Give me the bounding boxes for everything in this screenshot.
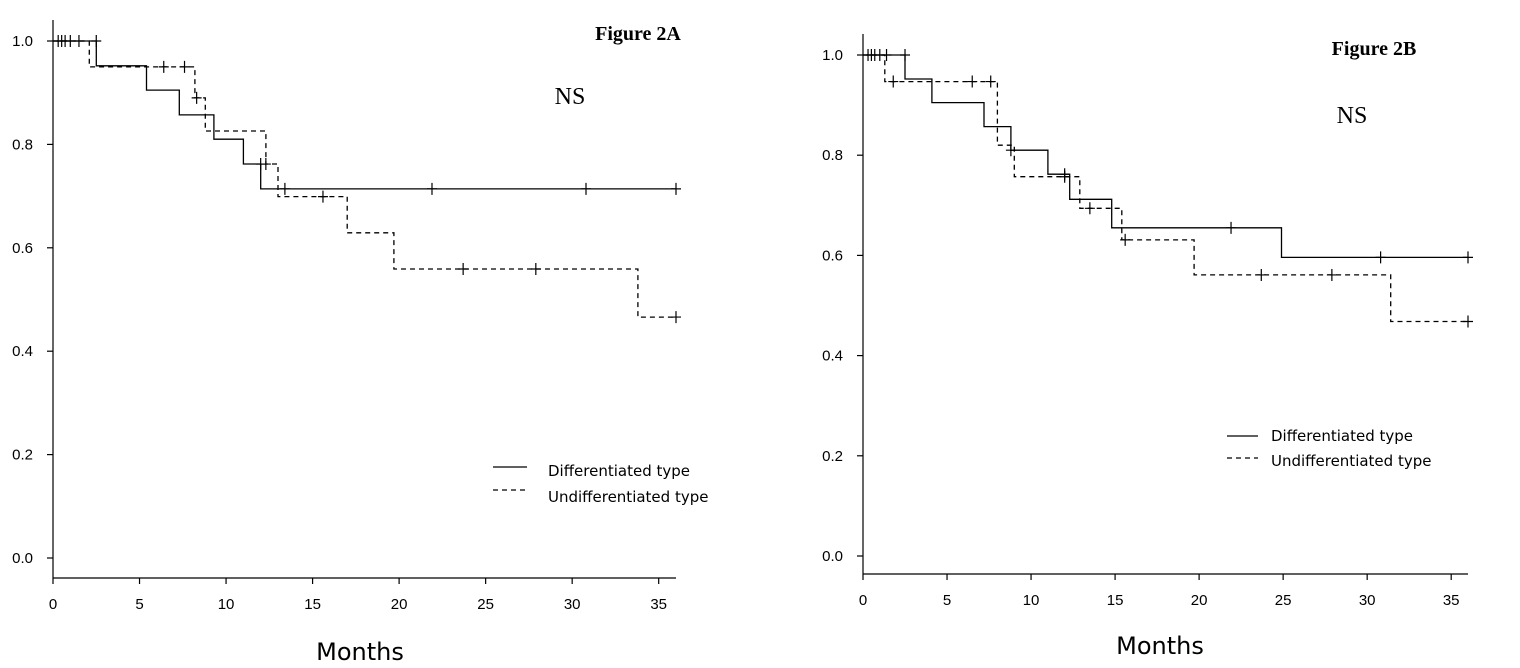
- figure-2b-x-tick-label: 5: [943, 592, 951, 609]
- figure-2b-censor-mark: [1256, 268, 1267, 281]
- figure-2b-censor-mark: [985, 75, 996, 88]
- figure-2a-legend-undifferentiated: Undifferentiated type: [548, 488, 708, 506]
- figure-2b-y-tick-label: 0.6: [822, 247, 843, 264]
- figure-2b-title: Figure 2B: [1332, 38, 1417, 60]
- figure-2a-y-tick-label: 0.2: [12, 447, 33, 464]
- figure-2a-censor-mark: [581, 182, 592, 195]
- figure-2b-legend: Differentiated type Undifferentiated typ…: [1227, 427, 1431, 470]
- figure-2b-y-tick-label: 0.4: [822, 348, 843, 365]
- figure-2b-censor-mark: [967, 75, 978, 88]
- figure-2a-censor-mark: [458, 262, 469, 275]
- figure-2b-x-tick-label: 25: [1275, 592, 1292, 609]
- figure-2b-series-undifferentiated-line: [863, 54, 1468, 323]
- figure-2b-series: [863, 49, 1473, 328]
- figure-2b-censor-mark: [1084, 202, 1095, 215]
- figure-2b-censor-mark: [1326, 268, 1337, 281]
- figure-2a-censor-mark: [179, 60, 190, 73]
- figure-2b-legend-undifferentiated: Undifferentiated type: [1271, 452, 1431, 470]
- figure-2a-censor-mark: [191, 91, 202, 104]
- figure-2b-x-tick-label: 20: [1191, 592, 1208, 609]
- figure-2b-x-tick-label: 0: [859, 592, 867, 609]
- figure-2a-x-tick-label: 5: [135, 596, 143, 613]
- figure-2b-x-tick-label: 15: [1107, 592, 1124, 609]
- figure-2a-censor-mark: [530, 262, 541, 275]
- figure-2a-axes: 0.0 0.2 0.4 0.6 0.8 1.0 0 5 10 15 20 25 30 35: [12, 20, 676, 613]
- figure-2a-censor-mark: [158, 60, 169, 73]
- figure-2a-x-axis-label: Months: [316, 638, 404, 666]
- figure-2a-y-tick-label: 0.4: [12, 343, 33, 360]
- figure-2b-axes: 0.0 0.2 0.4 0.6 0.8 1.0 0 5 10 15 20 25 30 35: [822, 34, 1468, 609]
- figure-2b-censor-mark: [1463, 315, 1473, 328]
- figure-2a-y-tick-label: 0.0: [12, 550, 33, 567]
- figure-2a-title: Figure 2A: [595, 23, 681, 45]
- figure-2b-censor-mark: [1059, 170, 1070, 183]
- figure-2a-censor-mark: [260, 158, 271, 171]
- figure-2b-censor-mark: [1226, 221, 1237, 234]
- figure-2a-y-tick-label: 0.8: [12, 136, 33, 153]
- figure-2a-y-tick-label: 1.0: [12, 33, 33, 50]
- figure-2a-ns-label: NS: [555, 84, 586, 110]
- figure-2a-x-tick-label: 15: [304, 596, 321, 613]
- figure-2a-panel: 0.0 0.2 0.4 0.6 0.8 1.0 0 5 10 15 20 25 30 35 Figure …: [12, 20, 708, 666]
- figure-2b-y-tick-label: 0.8: [822, 147, 843, 164]
- figure-2a-censor-mark: [91, 35, 102, 47]
- figure-2a-x-tick-label: 30: [564, 596, 581, 613]
- figure-2b-series-differentiated-line: [863, 54, 1468, 259]
- figure-2a-censor-mark: [671, 311, 681, 324]
- figure-2a-y-tick-label: 0.6: [12, 240, 33, 257]
- figure-2b-censor-mark: [1120, 233, 1131, 246]
- figure-2b-censor-mark: [1463, 251, 1473, 264]
- figure-2b-x-axis-label: Months: [1116, 632, 1204, 660]
- figure-2a-censor-mark: [426, 182, 437, 195]
- figure-2a-legend-differentiated: Differentiated type: [548, 462, 690, 480]
- figure-2b-legend-differentiated: Differentiated type: [1271, 427, 1413, 445]
- figure-2b-censor-mark: [1375, 251, 1386, 264]
- figure-2a-series-differentiated-line: [53, 40, 676, 190]
- figure-2a-legend: Differentiated type Undifferentiated typ…: [493, 462, 708, 506]
- figure-2a-x-tick-label: 20: [391, 596, 408, 613]
- figure-2a-censor-mark: [279, 182, 290, 195]
- figure-2a-x-tick-label: 0: [49, 596, 57, 613]
- figure-2a-censor-mark: [671, 182, 681, 195]
- figure-2b-y-tick-label: 0.2: [822, 448, 843, 465]
- figure-2a-x-tick-label: 35: [650, 596, 667, 613]
- figure-2b-x-tick-label: 10: [1023, 592, 1040, 609]
- figure-2b-censor-mark: [888, 75, 899, 88]
- figure-2b-ns-label: NS: [1337, 103, 1368, 129]
- figure-2b-x-tick-label: 30: [1359, 592, 1376, 609]
- figure-2b-censor-mark: [900, 49, 911, 61]
- figure-2b-y-tick-label: 1.0: [822, 47, 843, 64]
- figure-2b-x-tick-label: 35: [1443, 592, 1460, 609]
- figure-2a-x-tick-label: 25: [477, 596, 494, 613]
- figure-2a-x-tick-label: 10: [218, 596, 235, 613]
- figure-2b-y-tick-label: 0.0: [822, 548, 843, 565]
- figure-2a-series: [53, 35, 681, 324]
- figure-2b-panel: 0.0 0.2 0.4 0.6 0.8 1.0 0 5 10 15 20 25 30 35 Figure …: [822, 34, 1473, 660]
- figure-2a-censor-mark: [317, 190, 328, 203]
